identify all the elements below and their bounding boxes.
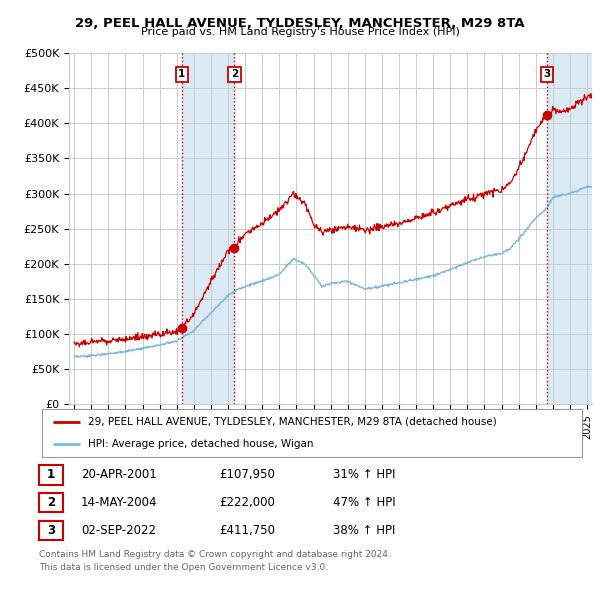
- Text: £222,000: £222,000: [219, 496, 275, 509]
- Text: 31% ↑ HPI: 31% ↑ HPI: [333, 468, 395, 481]
- Text: £411,750: £411,750: [219, 524, 275, 537]
- Text: HPI: Average price, detached house, Wigan: HPI: Average price, detached house, Wiga…: [88, 439, 313, 449]
- Text: 14-MAY-2004: 14-MAY-2004: [81, 496, 157, 509]
- Text: 29, PEEL HALL AVENUE, TYLDESLEY, MANCHESTER, M29 8TA: 29, PEEL HALL AVENUE, TYLDESLEY, MANCHES…: [75, 17, 525, 30]
- Text: 47% ↑ HPI: 47% ↑ HPI: [333, 496, 395, 509]
- Text: £107,950: £107,950: [219, 468, 275, 481]
- Text: 2: 2: [231, 69, 238, 79]
- Text: 38% ↑ HPI: 38% ↑ HPI: [333, 524, 395, 537]
- Text: Contains HM Land Registry data © Crown copyright and database right 2024.: Contains HM Land Registry data © Crown c…: [39, 550, 391, 559]
- Text: 3: 3: [544, 69, 551, 79]
- Text: 29, PEEL HALL AVENUE, TYLDESLEY, MANCHESTER, M29 8TA (detached house): 29, PEEL HALL AVENUE, TYLDESLEY, MANCHES…: [88, 417, 497, 427]
- Text: This data is licensed under the Open Government Licence v3.0.: This data is licensed under the Open Gov…: [39, 563, 328, 572]
- Text: 02-SEP-2022: 02-SEP-2022: [81, 524, 156, 537]
- Text: 3: 3: [47, 524, 55, 537]
- Bar: [182, 53, 235, 404]
- Text: 1: 1: [47, 468, 55, 481]
- Text: Price paid vs. HM Land Registry's House Price Index (HPI): Price paid vs. HM Land Registry's House …: [140, 27, 460, 37]
- Bar: [547, 53, 592, 404]
- Text: 2: 2: [47, 496, 55, 509]
- Text: 1: 1: [178, 69, 185, 79]
- Text: 20-APR-2001: 20-APR-2001: [81, 468, 157, 481]
